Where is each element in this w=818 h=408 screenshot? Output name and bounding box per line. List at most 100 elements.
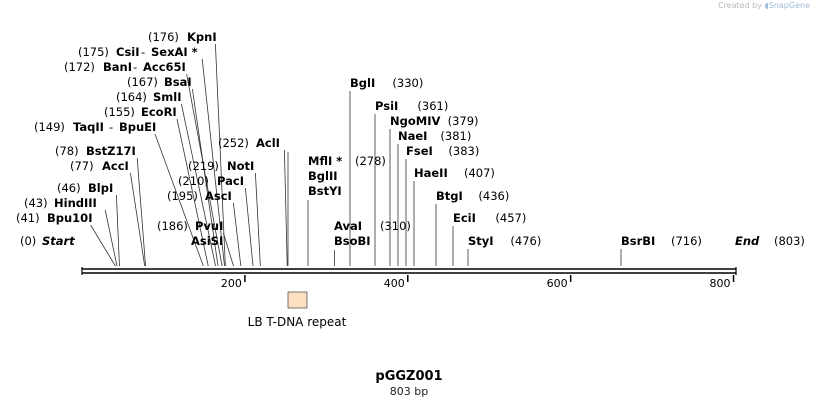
site-name: PsiI	[375, 99, 398, 113]
site-name-alt: BstYI	[308, 184, 342, 198]
site-pos: (716)	[671, 234, 702, 248]
site-name: EciI	[453, 211, 476, 225]
site-pos: (43)	[24, 196, 48, 210]
site-pos: (278)	[355, 154, 386, 168]
site-pos: (383)	[448, 144, 479, 158]
site-pos: (476)	[510, 234, 541, 248]
site-pos: (407)	[464, 166, 495, 180]
site-name: NgoMIV	[390, 114, 440, 128]
site-name: BsaI	[164, 75, 192, 89]
site-pos: (195)	[167, 189, 198, 203]
site-pos: (46)	[57, 181, 81, 195]
site-name: BanI	[103, 60, 132, 74]
feature-lb-tdna[interactable]	[287, 291, 308, 309]
site-name: KpnI	[187, 30, 217, 44]
site-separator: -	[109, 120, 113, 134]
site-pos: (379)	[448, 114, 479, 128]
site-name-alt: AsiSI	[191, 234, 223, 248]
site-pos: (176)	[148, 30, 179, 44]
site-leader	[154, 133, 204, 267]
site-name-alt: BpuEI	[119, 120, 156, 134]
site-name: NaeI	[398, 129, 427, 143]
site-leader	[181, 103, 216, 267]
site-pos: (172)	[64, 60, 95, 74]
site-name: BglI	[350, 76, 375, 90]
site-name: MflI *	[308, 154, 342, 168]
tick-label: 600	[547, 277, 568, 290]
site-leader	[215, 43, 226, 267]
site-name: AvaI	[334, 219, 362, 233]
site-name-alt: Acc65I	[143, 60, 186, 74]
site-pos: (436)	[478, 189, 509, 203]
site-name: NotI	[227, 159, 254, 173]
site-name-alt: BglII	[308, 169, 338, 183]
snapgene-credit: Created by ◖SnapGene	[717, 1, 810, 10]
site-pos: (310)	[380, 219, 411, 233]
site-pos: (77)	[70, 159, 94, 173]
site-pos: (457)	[495, 211, 526, 225]
site-pos: (164)	[116, 90, 147, 104]
site-name-alt: SexAI *	[151, 45, 198, 59]
site-pos: (175)	[78, 45, 109, 59]
site-name: AscI	[205, 189, 232, 203]
plasmid-length: 803 bp	[389, 385, 429, 398]
site-name: PvuI	[195, 219, 223, 233]
tick-label: 400	[384, 277, 405, 290]
site-pos: (252)	[218, 136, 249, 150]
site-name-alt: BsoBI	[334, 234, 371, 248]
site-pos: (803)	[774, 234, 805, 248]
site-name: Bpu10I	[47, 211, 92, 225]
site-leader	[116, 194, 120, 267]
site-pos: (78)	[55, 144, 79, 158]
site-name: AccI	[102, 159, 129, 173]
site-leader	[201, 58, 225, 267]
tick-label: 800	[710, 277, 731, 290]
site-leader	[245, 187, 254, 267]
site-pos: (167)	[127, 75, 158, 89]
site-name: PacI	[217, 174, 244, 188]
site-leader	[223, 232, 234, 267]
site-separator: -	[133, 60, 137, 74]
feature-label: LB T-DNA repeat	[248, 315, 347, 329]
site-pos: (149)	[34, 120, 65, 134]
site-leader	[186, 73, 223, 267]
site-leader	[176, 118, 209, 267]
site-name: BstZ17I	[86, 144, 136, 158]
site-pos: (0)	[20, 234, 36, 248]
tick-label: 200	[221, 277, 242, 290]
site-leader	[233, 202, 242, 267]
site-leader	[255, 172, 261, 267]
snapgene-logo-icon: ◖	[764, 1, 769, 10]
site-pos: (219)	[188, 159, 219, 173]
site-name: TaqII	[73, 120, 104, 134]
site-pos: (330)	[392, 76, 423, 90]
site-pos: (210)	[178, 174, 209, 188]
site-name: AclI	[256, 136, 280, 150]
site-name: FseI	[406, 144, 433, 158]
site-name-start: Start	[42, 234, 75, 248]
site-name: HindIII	[54, 196, 97, 210]
site-leader	[90, 224, 116, 267]
site-pos: (41)	[16, 211, 40, 225]
site-pos: (186)	[157, 219, 188, 233]
site-separator: -	[141, 45, 145, 59]
site-name: BlpI	[88, 181, 113, 195]
site-pos: (155)	[104, 105, 135, 119]
site-leader	[284, 149, 288, 267]
plasmid-name: pGGZ001	[375, 369, 443, 384]
site-name: BsrBI	[621, 234, 655, 248]
site-name: HaeII	[414, 166, 448, 180]
site-name: BtgI	[436, 189, 463, 203]
site-name: EcoRI	[141, 105, 177, 119]
site-name-end: End	[735, 234, 760, 248]
site-leader	[192, 88, 219, 267]
site-name: StyI	[468, 234, 494, 248]
site-pos: (361)	[417, 99, 448, 113]
site-leader	[136, 157, 146, 267]
site-name: CsiI	[116, 45, 140, 59]
site-leader	[104, 209, 118, 267]
site-name: SmlI	[153, 90, 182, 104]
site-pos: (381)	[440, 129, 471, 143]
site-leader	[130, 172, 146, 267]
